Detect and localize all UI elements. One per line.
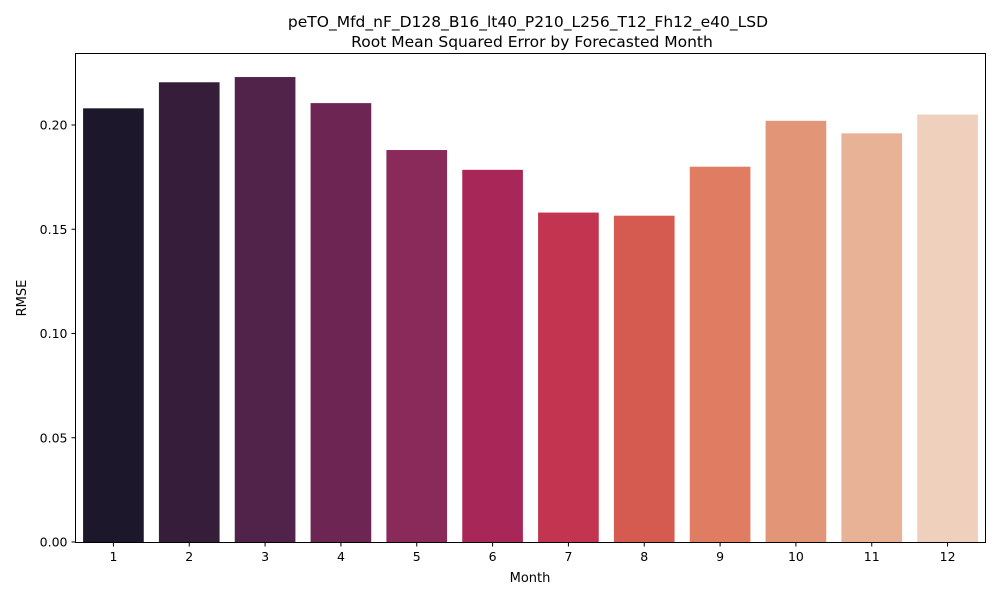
- bar-month-1: [83, 108, 144, 542]
- chart-title: peTO_Mfd_nF_D128_B16_lt40_P210_L256_T12_…: [288, 13, 768, 32]
- bar-month-10: [765, 120, 827, 542]
- bar-month-7: [538, 212, 599, 542]
- bar-month-8: [613, 215, 675, 542]
- x-tick-label: 11: [864, 549, 880, 564]
- y-tick-label: 0.15: [40, 222, 68, 237]
- bar-month-12: [917, 114, 978, 542]
- bar-month-5: [386, 150, 448, 542]
- x-tick-label: 5: [413, 549, 421, 564]
- x-axis-ticks: 1 2 3 4 5 6 7 8 9 10 11 12: [109, 542, 956, 564]
- x-tick-label: 6: [489, 549, 497, 564]
- y-tick-label: 0.05: [40, 430, 68, 445]
- y-tick-label: 0.00: [40, 535, 68, 550]
- x-tick-label: 10: [788, 549, 804, 564]
- bar-month-6: [462, 169, 523, 542]
- bar-month-11: [841, 133, 903, 542]
- x-tick-label: 3: [261, 549, 269, 564]
- y-axis-label: RMSE: [15, 280, 30, 317]
- y-tick-label: 0.10: [40, 326, 68, 341]
- bars-group: [83, 77, 978, 543]
- chart-subtitle: Root Mean Squared Error by Forecasted Mo…: [351, 33, 713, 51]
- x-tick-label: 12: [940, 549, 956, 564]
- x-tick-label: 4: [337, 549, 345, 564]
- x-tick-label: 9: [716, 549, 724, 564]
- x-tick-label: 7: [564, 549, 572, 564]
- x-axis-label: Month: [510, 571, 551, 586]
- bar-month-3: [234, 77, 296, 543]
- x-tick-label: 1: [109, 549, 117, 564]
- y-tick-label: 0.20: [40, 118, 68, 133]
- bar-month-9: [689, 166, 751, 542]
- y-axis-ticks: 0.00 0.05 0.10 0.15 0.20: [40, 118, 76, 550]
- bar-month-2: [158, 82, 220, 542]
- plot-frame: [75, 53, 986, 543]
- x-tick-label: 2: [185, 549, 193, 564]
- bar-month-4: [310, 103, 372, 543]
- x-tick-label: 8: [640, 549, 648, 564]
